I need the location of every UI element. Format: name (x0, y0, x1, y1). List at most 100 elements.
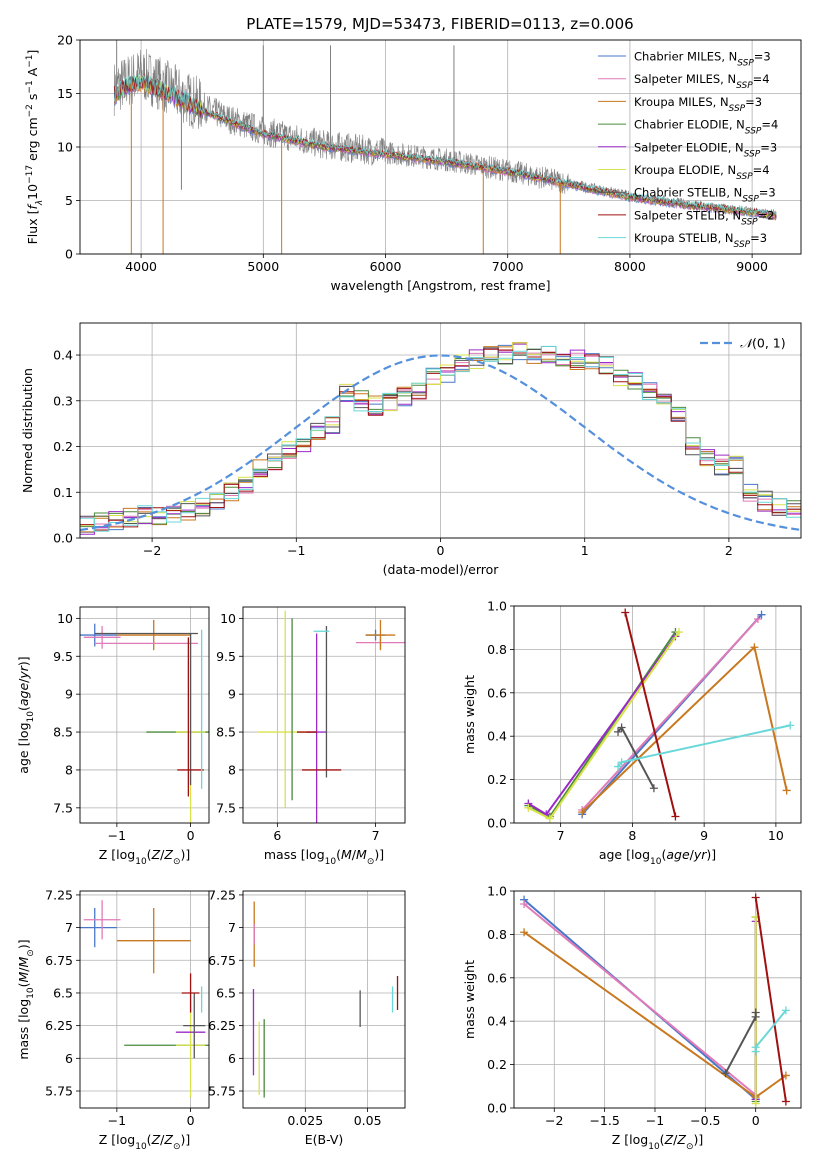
label-part: Z (151, 847, 161, 862)
y-tick-label: 10 (220, 611, 236, 626)
model-spectrum (113, 73, 777, 216)
x-tick-label: 10 (768, 828, 784, 843)
y-tick-label: 6 (228, 1051, 236, 1066)
legend-label: Chabrier STELIB, NSSP=3 (634, 186, 776, 205)
weight-marker (781, 1097, 790, 1106)
weight-marker (751, 893, 760, 902)
plot-body (80, 619, 209, 823)
x-axis-label: (data-model)/error (383, 562, 500, 577)
label-part: λ (35, 200, 45, 206)
label-part: ⊙ (686, 1142, 694, 1152)
weight-marker (675, 628, 684, 637)
errorbar-point (183, 992, 206, 1059)
errorbar-point (83, 625, 121, 649)
plot-body (257, 610, 405, 823)
weight-marker (782, 786, 791, 795)
label-part: −1 (25, 54, 35, 67)
label-part: −1 (25, 80, 35, 93)
x-axis-label: mass [log10(M/M⊙)] (264, 847, 384, 867)
weight-marker (617, 723, 626, 732)
label-part: )] (180, 847, 190, 862)
y-tick-label: 0.2 (487, 1057, 507, 1072)
label-part: / (16, 967, 31, 972)
y-tick-label: 7.5 (53, 800, 73, 815)
label-part: mass [log (16, 999, 31, 1060)
weight-marker (614, 762, 623, 771)
weight-marker (751, 1099, 760, 1108)
weight-marker (751, 1043, 760, 1052)
legend-label: Salpeter STELIB, NSSP=2 (634, 208, 775, 227)
weight-marker (617, 758, 626, 767)
errorbar-point (80, 907, 117, 948)
label-part: Z [log (99, 1132, 135, 1147)
axes-frame (79, 890, 210, 1109)
y-tick-label: 0.8 (487, 642, 507, 657)
label-part: / (16, 678, 31, 683)
x-axis-label: E(B-V) (305, 1132, 344, 1147)
x-tick-label: −1 (287, 543, 305, 558)
axes: 4000 5000 6000 7000 8000 9000 0 5 10 15 20 waveleng… (25, 33, 802, 293)
y-tick-label: 0.3 (53, 393, 73, 408)
y-tick-label: 5.75 (45, 1084, 73, 1099)
label-part: 10 (325, 857, 337, 867)
y-axis-label: mass weight (462, 675, 477, 754)
label-part: yr (693, 847, 707, 862)
legend-label: Chabrier MILES, NSSP=3 (634, 50, 771, 69)
axes: −2 −1.5 −1 −0.5 0 0.0 0.2 0.4 0.6 0.8 1.0 Z [log10(… (462, 884, 802, 1152)
y-tick-label: 6.75 (208, 953, 236, 968)
x-tick-label: 0 (437, 543, 445, 558)
weight-marker (751, 1008, 760, 1017)
label-part: ⊙ (173, 1142, 181, 1152)
plot-body (252, 901, 399, 1098)
x-tick-label: 4000 (125, 259, 157, 274)
legend: 𝒩(0, 1) (700, 336, 786, 351)
label-part: ( (336, 847, 341, 862)
x-tick-label: −2 (545, 1113, 563, 1128)
label-part: / (690, 847, 695, 862)
label-part: Z (664, 1132, 674, 1147)
axes-frame (79, 322, 802, 539)
legend-label: 𝒩(0, 1) (740, 336, 786, 351)
errorbar-point (80, 623, 117, 647)
label-part: SSP (734, 240, 751, 250)
x-tick-label: 7 (372, 828, 380, 843)
label-part: 10 (26, 987, 36, 999)
histogram-chabrier-miles (80, 344, 801, 538)
label-part: )] (16, 939, 31, 949)
plot-body (113, 40, 777, 254)
y-tick-label: 6 (65, 1051, 73, 1066)
gridlines (80, 891, 209, 1108)
weight-marker (786, 721, 795, 730)
label-part: age (666, 847, 690, 862)
label-part: ( (147, 847, 152, 862)
label-part: Kroupa STELIB, N (634, 231, 734, 245)
y-tick-label: 7.25 (208, 887, 236, 902)
label-part: 10 (648, 1142, 660, 1152)
label-part: ] (25, 50, 40, 55)
label-part: SSP (737, 59, 754, 69)
y-tick-label: 8 (65, 762, 73, 777)
axes: −2 −1 0 1 2 0.0 0.1 0.2 0.3 0.4 (data-model)/error… (20, 322, 802, 577)
y-tick-label: 0.4 (487, 1014, 507, 1029)
y-tick-label: 7 (65, 920, 73, 935)
label-part: ⊙ (173, 857, 181, 867)
y-tick-label: 7.25 (45, 887, 73, 902)
y-tick-label: 6.5 (53, 985, 73, 1000)
label-part: SSP (745, 127, 762, 137)
label-part: SSP (729, 104, 746, 114)
weight-marker (750, 643, 759, 652)
weight-marker (578, 808, 587, 817)
label-part: 10 (135, 857, 147, 867)
label-part: SSP (741, 217, 758, 227)
errorbar-point (181, 973, 200, 1013)
y-tick-label: 8 (228, 762, 236, 777)
label-part: Z [log (99, 847, 135, 862)
x-axis-label: age [log10(age/yr)] (599, 847, 716, 867)
label-part: 10 (135, 1142, 147, 1152)
y-tick-label: 6.5 (216, 985, 236, 1000)
errorbar-point (116, 907, 191, 974)
